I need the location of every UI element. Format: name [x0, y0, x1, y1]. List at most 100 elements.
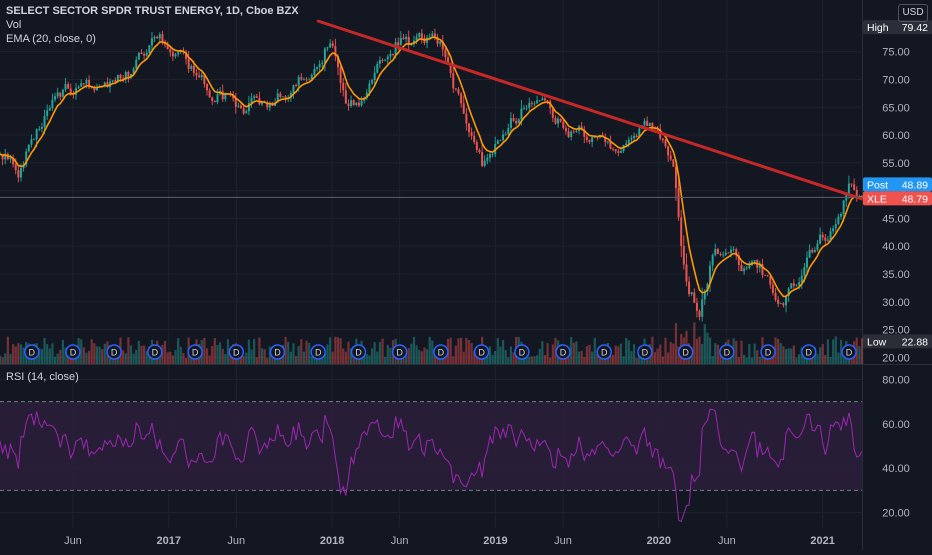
time-tick-label: Jun — [718, 535, 736, 547]
volume-bar — [339, 338, 342, 364]
candle-body — [284, 96, 287, 99]
dividend-marker[interactable]: D — [555, 344, 571, 360]
dividend-marker[interactable]: D — [760, 344, 776, 360]
rsi-legend[interactable]: RSI (14, close) — [6, 371, 79, 383]
candle-body — [9, 157, 12, 160]
dividend-marker[interactable]: D — [228, 344, 245, 360]
dividend-marker[interactable]: D — [473, 344, 490, 360]
candle-body — [336, 56, 339, 68]
ema-legend[interactable]: EMA (20, close, 0) — [6, 33, 96, 45]
candle-body — [850, 183, 853, 185]
candle-body — [593, 136, 596, 138]
candle-body — [308, 79, 311, 81]
dividend-marker[interactable]: D — [841, 344, 857, 360]
high-price-tag-text: High — [867, 22, 889, 34]
candle-body — [161, 34, 164, 42]
dividend-marker-circle — [350, 344, 367, 360]
candle-body — [95, 86, 98, 91]
candle-body — [250, 97, 253, 103]
candle-body — [271, 104, 274, 106]
candle-body — [203, 74, 206, 85]
candle-body — [475, 142, 478, 150]
dividend-marker[interactable]: D — [800, 344, 817, 360]
candle-body — [821, 234, 824, 238]
candle-body — [803, 267, 806, 276]
time-axis[interactable]: Jun 2017 Jun 2018 Jun 2019 Jun 2020 Jun 2021 — [64, 535, 835, 547]
volume-bar — [580, 350, 583, 364]
candle-body — [674, 166, 677, 189]
candle-body — [405, 36, 408, 40]
volume-bar — [596, 354, 599, 364]
candle-body — [575, 130, 578, 132]
candle-body — [177, 52, 180, 55]
dividend-marker[interactable]: D — [514, 344, 530, 360]
candle-body — [132, 68, 135, 75]
volume-bar — [46, 344, 49, 364]
price-tick-label: 20.00 — [882, 352, 910, 364]
dividend-marker[interactable]: D — [350, 344, 367, 360]
volume-bar — [423, 347, 426, 364]
candle-body — [386, 56, 389, 60]
volume-bar — [661, 356, 664, 364]
volume-bar — [614, 345, 617, 364]
volume-bar — [323, 350, 326, 364]
dividend-marker[interactable]: D — [637, 344, 653, 360]
volume-bar — [509, 346, 513, 364]
candle-body — [664, 140, 667, 147]
dividend-marker[interactable]: D — [719, 344, 735, 360]
volume-legend[interactable]: Vol — [6, 19, 22, 31]
candle-body — [169, 49, 172, 53]
symbol-title[interactable]: SELECT SECTOR SPDR TRUST ENERGY, 1D, Cbo… — [6, 5, 299, 17]
volume-bar — [570, 337, 573, 364]
candle-body — [43, 115, 46, 127]
candle-body — [732, 249, 735, 250]
candle-body — [706, 283, 709, 292]
volume-bar — [669, 342, 672, 364]
volume-bar — [420, 351, 423, 364]
dividend-marker[interactable]: D — [106, 344, 122, 360]
dividend-marker[interactable]: D — [310, 344, 326, 360]
candle-body — [316, 67, 319, 69]
candle-body — [491, 154, 494, 155]
candle-body — [205, 84, 208, 91]
dividend-marker[interactable]: D — [433, 344, 449, 360]
candle-body — [253, 96, 256, 98]
candle-body — [465, 113, 468, 124]
candle-body — [245, 111, 248, 114]
candle-body — [672, 159, 675, 167]
volume-bar — [253, 339, 256, 364]
candle-body — [376, 63, 379, 73]
volume-bar — [308, 343, 311, 364]
candle-body — [224, 93, 227, 100]
candle-body — [454, 88, 457, 90]
dividend-marker[interactable]: D — [391, 344, 408, 360]
dividend-marker[interactable]: D — [187, 344, 203, 360]
candle-body — [591, 137, 594, 142]
candle-body — [826, 239, 829, 241]
dividend-marker-letter: D — [233, 348, 240, 358]
dividend-marker[interactable]: D — [24, 344, 40, 360]
candle-body — [452, 73, 455, 89]
dividend-marker[interactable]: D — [269, 344, 286, 360]
dividend-marker[interactable]: D — [65, 344, 81, 360]
candle-body — [612, 148, 615, 150]
candle-body — [331, 43, 334, 47]
trendline[interactable] — [316, 19, 864, 201]
volume-bar — [646, 357, 649, 364]
volume-bar — [276, 356, 279, 364]
dividend-marker[interactable]: D — [147, 344, 163, 360]
dividend-marker[interactable]: D — [596, 344, 612, 360]
volume-bar — [56, 353, 59, 364]
volume-bar — [384, 356, 387, 364]
candle-body — [69, 88, 72, 94]
volume-bar — [829, 356, 832, 364]
dividend-marker[interactable]: D — [677, 344, 694, 360]
rsi-axis[interactable]: 20.00 40.00 60.00 80.00 — [882, 375, 910, 520]
candle-body — [399, 37, 402, 46]
volume-bar — [90, 339, 93, 364]
volume-bar — [777, 338, 780, 364]
candle-body — [192, 66, 195, 73]
currency-button[interactable]: USD — [898, 4, 928, 22]
